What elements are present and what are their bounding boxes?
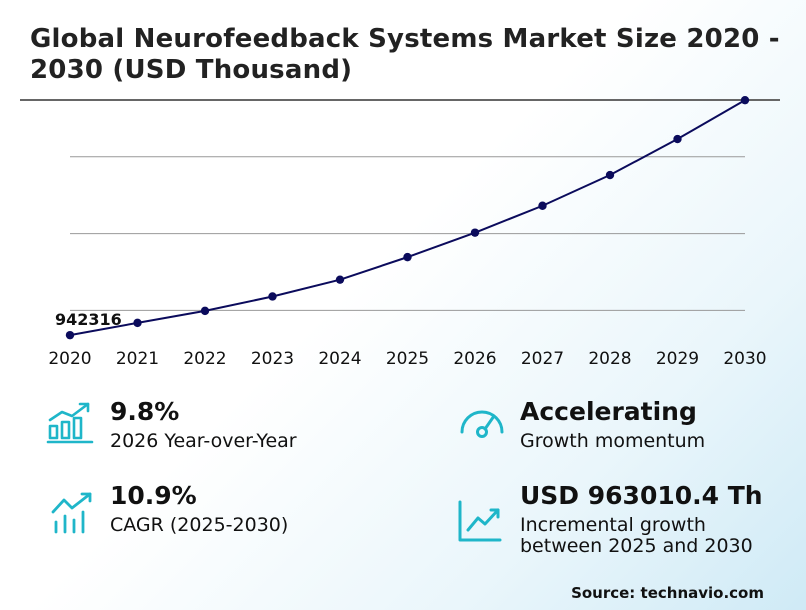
x-tick-label-2024: 2024 — [318, 349, 361, 369]
data-point-2025 — [403, 252, 412, 262]
stat-yoy-value: 9.8% — [110, 397, 180, 426]
data-point-2023 — [268, 292, 277, 301]
x-tick-label-2028: 2028 — [588, 349, 631, 369]
data-point-2024 — [335, 275, 345, 284]
data-point-2020 — [65, 330, 75, 340]
stat-momentum-value: Accelerating — [520, 397, 697, 426]
bar-chart-growth-icon — [46, 402, 94, 444]
data-point-2028 — [605, 170, 615, 180]
stat-cagr-label: CAGR (2025-2030) — [110, 514, 289, 536]
stat-cagr: 10.9% CAGR (2025-2030) — [110, 481, 288, 536]
speedometer-icon — [460, 410, 504, 438]
x-tick-label-2030: 2030 — [723, 349, 766, 369]
x-tick-label-2027: 2027 — [521, 349, 564, 369]
trend-chart-icon — [458, 500, 502, 542]
stat-incremental: USD 963010.4 Th Incremental growth betwe… — [520, 481, 790, 557]
x-tick-label-2021: 2021 — [116, 349, 159, 369]
chart-title: Global Neurofeedback Systems Market Size… — [30, 24, 780, 85]
series-line — [69, 99, 746, 337]
stat-incremental-value: USD 963010.4 Th — [520, 481, 763, 510]
source-credit: Source: technavio.com — [571, 584, 764, 602]
stat-incremental-label: Incremental growth between 2025 and 2030 — [520, 514, 753, 557]
data-point-2027 — [538, 201, 547, 210]
stat-cagr-value: 10.9% — [110, 481, 197, 510]
x-tick-label-2026: 2026 — [453, 349, 496, 369]
x-tick-label-2029: 2029 — [656, 349, 699, 369]
stat-yoy: 9.8% 2026 Year-over-Year — [110, 397, 297, 452]
x-tick-label-2023: 2023 — [251, 349, 294, 369]
data-label-2020: 942316 — [55, 310, 122, 329]
x-tick-label-2025: 2025 — [386, 349, 429, 369]
stat-yoy-label: 2026 Year-over-Year — [110, 430, 297, 452]
x-tick-label-2020: 2020 — [48, 349, 91, 369]
market-size-line-chart: 2020 2021 2022 2023 2024 2025 2026 2027 2028 2029… — [48, 95, 767, 369]
data-point-2029 — [673, 134, 682, 144]
data-point-2022 — [200, 306, 210, 316]
stat-momentum-label: Growth momentum — [520, 430, 706, 452]
x-tick-label-2022: 2022 — [183, 349, 226, 369]
data-point-2030 — [740, 95, 750, 105]
data-point-2021 — [133, 318, 142, 328]
bar-line-trend-icon — [51, 492, 92, 534]
title-divider — [20, 99, 780, 101]
data-point-2026 — [470, 228, 480, 237]
stat-momentum: Accelerating Growth momentum — [520, 397, 705, 452]
